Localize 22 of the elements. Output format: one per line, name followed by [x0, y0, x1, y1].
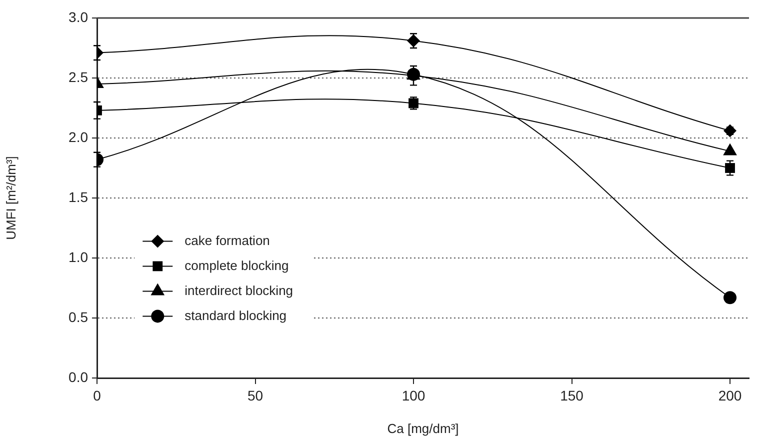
x-tick-label: 0: [93, 387, 102, 404]
legend-label: interdirect blocking: [184, 282, 294, 298]
y-tick-label: 1.5: [68, 188, 88, 205]
y-tick-label: 3.0: [68, 8, 88, 25]
x-tick-label: 200: [718, 387, 742, 404]
point: [724, 291, 737, 304]
point: [407, 34, 420, 48]
x-tick-label: 50: [247, 387, 264, 404]
y-tick-label: 2.5: [68, 68, 88, 85]
x-axis-title: Ca [mg/dm³]: [387, 420, 459, 436]
x-tick-label: 150: [560, 387, 584, 404]
x-tick-label: 100: [402, 387, 426, 404]
legend-label: complete blocking: [184, 258, 289, 273]
point: [725, 163, 735, 173]
point: [724, 124, 737, 138]
y-axis-title: UMFI [m²/dm³]: [3, 156, 18, 240]
y-tick-label: 2.0: [68, 128, 88, 145]
legend-label: standard blocking: [184, 308, 287, 323]
y-tick-label: 0.5: [68, 308, 88, 325]
y-tick-label: 1.0: [68, 248, 88, 265]
y-tick-label: 0.0: [68, 368, 88, 385]
legend-label: cake formation: [184, 232, 270, 248]
